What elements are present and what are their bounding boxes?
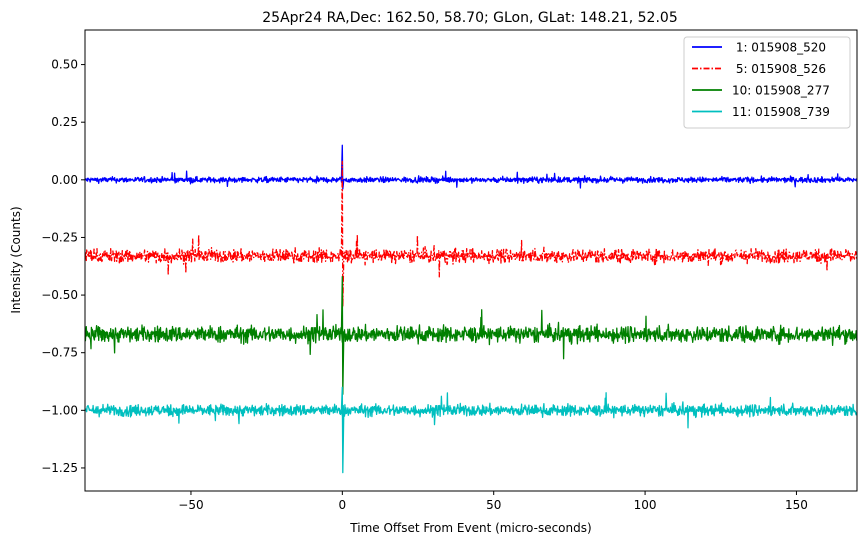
y-axis-label: Intensity (Counts) xyxy=(9,206,23,313)
chart-title: 25Apr24 RA,Dec: 162.50, 58.70; GLon, GLa… xyxy=(262,10,677,26)
legend-label: 1: 015908_520 xyxy=(732,41,826,55)
y-tick-label: 0.00 xyxy=(51,173,78,187)
y-axis: 0.50 0.25 0.00 −0.25 −0.50 −0.75 −1.00 −1.25 xyxy=(41,58,85,475)
y-tick-label: −0.25 xyxy=(41,230,78,244)
x-tick-label: 150 xyxy=(785,498,808,512)
series-line-4 xyxy=(85,386,857,474)
series-line-3 xyxy=(85,275,857,395)
y-tick-label: −0.50 xyxy=(41,288,78,302)
y-tick-label: 0.25 xyxy=(51,115,78,129)
legend-label: 11: 015908_739 xyxy=(732,105,830,119)
series-group xyxy=(85,144,857,474)
y-tick-label: −1.00 xyxy=(41,403,78,417)
legend: 1: 015908_520 5: 015908_526 10: 015908_27… xyxy=(683,36,851,129)
x-tick-label: 100 xyxy=(634,498,657,512)
x-tick-label: −50 xyxy=(178,498,203,512)
x-axis: −50 0 50 100 150 xyxy=(178,491,808,512)
x-tick-label: 0 xyxy=(339,498,347,512)
y-tick-label: −1.25 xyxy=(41,461,78,475)
x-tick-label: 50 xyxy=(486,498,501,512)
y-tick-label: −0.75 xyxy=(41,346,78,360)
plot-frame xyxy=(84,29,858,492)
legend-label: 5: 015908_526 xyxy=(732,62,826,76)
legend-box xyxy=(683,36,851,129)
series-line-2 xyxy=(85,160,857,308)
legend-label: 10: 015908_277 xyxy=(732,84,830,98)
y-tick-label: 0.50 xyxy=(51,58,78,72)
x-axis-label: Time Offset From Event (micro-seconds) xyxy=(349,521,591,535)
